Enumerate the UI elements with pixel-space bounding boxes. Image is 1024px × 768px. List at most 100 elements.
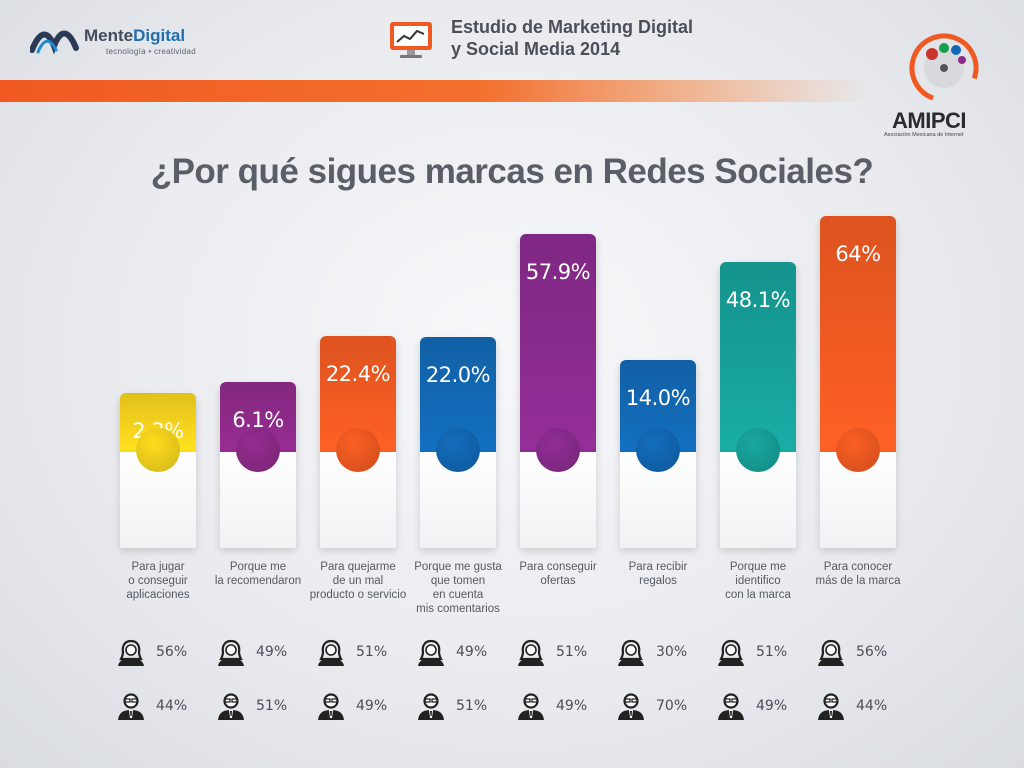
male-share-row: 49%: [314, 692, 398, 720]
category-label-line: Para conseguir: [519, 561, 597, 573]
category-label-line: aplicaciones: [126, 589, 190, 601]
man-icon: [118, 693, 144, 720]
male-share-label: 44%: [156, 698, 188, 714]
female-share-row: 51%: [514, 638, 598, 666]
male-share-row: 70%: [614, 692, 698, 720]
female-share-label: 49%: [256, 644, 288, 660]
bar-value-label: 64%: [835, 242, 881, 266]
study-title-line2: y Social Media 2014: [451, 39, 621, 59]
category-label-line: con la marca: [725, 589, 791, 601]
male-share-row: 44%: [114, 692, 198, 720]
female-share-label: 56%: [156, 644, 188, 660]
category-label-line: que tomen: [430, 575, 486, 587]
female-share-label: 56%: [856, 644, 888, 660]
man-icon: [418, 693, 444, 720]
woman-icon: [518, 639, 544, 666]
woman-icon: [318, 639, 344, 666]
mentedigital-tagline: tecnología • creatividad: [106, 47, 197, 56]
category-label: Para recibir regalos: [606, 560, 710, 588]
study-title-line1: Estudio de Marketing Digital: [451, 17, 694, 37]
man-icon: [618, 693, 644, 720]
amipci-logo: AMIPCI Asociación Mexicana de Internet: [882, 28, 1012, 146]
category-label: Para jugar o conseguir aplicaciones: [106, 560, 210, 602]
category-label-line: de un mal: [332, 575, 384, 587]
category-label: Porque me identifico con la marca: [706, 560, 810, 602]
category-label-line: Porque me gusta: [414, 561, 502, 573]
bar-value-label: 22.0%: [425, 362, 491, 387]
category-label-line: Porque me: [229, 561, 287, 573]
male-share-row: 49%: [714, 692, 798, 720]
category-label-line: identifico: [735, 575, 781, 587]
category-label-line: ofertas: [540, 575, 576, 587]
category-label-line: Porque me: [729, 561, 787, 573]
bar-dot: [336, 428, 380, 472]
category-label-line: la recomendaron: [214, 575, 302, 587]
chart-title: ¿Por qué sigues marcas en Redes Sociales…: [150, 152, 874, 191]
man-icon: [818, 693, 844, 720]
bar-dot: [836, 428, 880, 472]
woman-icon: [218, 639, 244, 666]
female-share-row: 49%: [214, 638, 298, 666]
category-label: Porque me la recomendaron: [206, 560, 310, 588]
amipci-emblem-icon: [909, 33, 979, 103]
man-icon: [718, 693, 744, 720]
male-share-label: 44%: [856, 698, 888, 714]
chart-monitor-icon: [390, 22, 432, 58]
bar-dot: [536, 428, 580, 472]
mentedigital-wordmark: MenteDigital: [84, 26, 186, 45]
bar-value-label: 22.4%: [325, 361, 391, 386]
woman-icon: [418, 639, 444, 666]
male-share-row: 51%: [414, 692, 498, 720]
male-share-label: 51%: [456, 698, 488, 714]
bar-dot: [136, 428, 180, 472]
mentedigital-logo: MenteDigital tecnología • creatividad: [30, 22, 200, 62]
male-share-label: 49%: [756, 698, 788, 714]
category-label-line: Para quejarme: [320, 561, 396, 573]
female-share-row: 56%: [114, 638, 198, 666]
category-label-line: más de la marca: [815, 575, 901, 587]
bar-dot: [236, 428, 280, 472]
female-share-row: 56%: [814, 638, 898, 666]
woman-icon: [618, 639, 644, 666]
female-share-label: 51%: [556, 644, 588, 660]
male-share-row: 44%: [814, 692, 898, 720]
female-share-row: 51%: [714, 638, 798, 666]
category-label-line: regalos: [639, 575, 677, 587]
amipci-name: AMIPCI: [892, 108, 967, 133]
bar: 57.9%: [520, 233, 596, 452]
bar-dot: [736, 428, 780, 472]
male-share-row: 51%: [214, 692, 298, 720]
man-icon: [518, 693, 544, 720]
accent-band: [0, 80, 870, 102]
female-share-label: 30%: [656, 644, 688, 660]
bar: 64%: [820, 216, 896, 452]
bar-value-label: 14.0%: [625, 385, 691, 410]
female-share-label: 49%: [456, 644, 488, 660]
woman-icon: [718, 639, 744, 666]
man-icon: [318, 693, 344, 720]
male-share-row: 49%: [514, 692, 598, 720]
man-icon: [218, 693, 244, 720]
male-share-label: 49%: [556, 698, 588, 714]
category-label-line: o conseguir: [128, 575, 188, 587]
female-share-row: 51%: [314, 638, 398, 666]
mentedigital-wave-icon: [30, 30, 79, 55]
category-label: Para conocer más de la marca: [806, 560, 910, 588]
category-label-line: Para recibir: [628, 561, 688, 573]
male-share-label: 49%: [356, 698, 388, 714]
female-share-row: 49%: [414, 638, 498, 666]
header: MenteDigital tecnología • creatividad Es…: [0, 0, 1024, 80]
male-share-label: 51%: [256, 698, 288, 714]
female-share-row: 30%: [614, 638, 698, 666]
category-label-line: Para conocer: [823, 561, 893, 573]
bar-dot: [636, 428, 680, 472]
bar-value-label: 48.1%: [725, 287, 791, 312]
woman-icon: [118, 639, 144, 666]
female-share-label: 51%: [756, 644, 788, 660]
study-title: Estudio de Marketing Digital y Social Me…: [451, 16, 693, 60]
bar: 48.1%: [720, 261, 796, 452]
bar-value-label: 57.9%: [525, 259, 591, 284]
female-share-label: 51%: [356, 644, 388, 660]
category-label: Para conseguir ofertas: [506, 560, 610, 588]
male-share-label: 70%: [656, 698, 688, 714]
